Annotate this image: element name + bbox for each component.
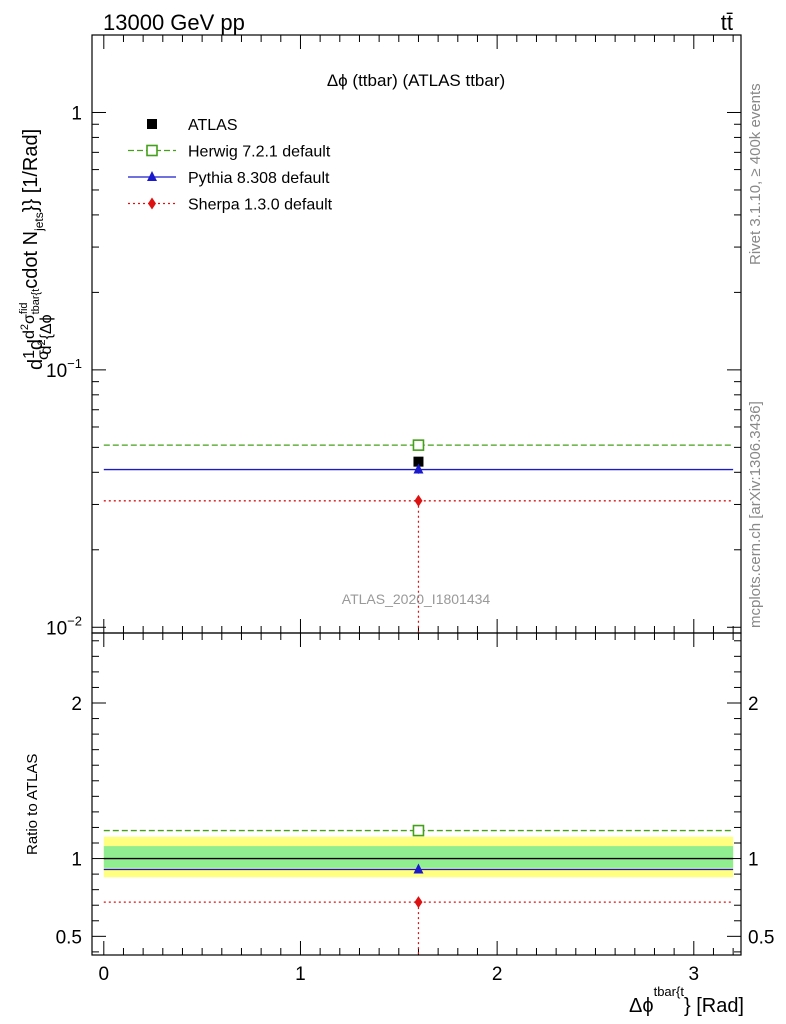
ylabel-unit: }} [1/Rad]: [20, 129, 42, 212]
legend: ATLAS Herwig 7.2.1 default Pythia 8.308 de…: [128, 117, 333, 214]
ylabel-cdot: cdot N: [20, 231, 42, 289]
legend-marker: [147, 119, 157, 129]
ratio-y-tick-label: 0.5: [56, 927, 82, 948]
main-axis-ticks: 1 10−1 10−2: [46, 34, 741, 639]
ratio-y-tick-label-right: 1: [748, 850, 759, 871]
x-tick-label: 0: [99, 964, 110, 985]
legend-label: ATLAS: [188, 117, 238, 134]
legend-label: Sherpa 1.3.0 default: [188, 197, 333, 214]
ylabel-fid: fid: [18, 302, 30, 314]
main-marker: [413, 456, 424, 467]
main-y-tick-label: 1: [71, 103, 82, 124]
ylabel-brace: {Δϕ: [38, 314, 55, 339]
ylabel-d3: d: [21, 330, 38, 339]
ratio-y-tick-label-right: 0.5: [748, 927, 774, 948]
ratio-y-tick-label: 1: [71, 850, 82, 871]
ratio-series-marks: [103, 824, 734, 955]
ylabel-sig2: σ: [21, 314, 38, 324]
ratio-marker: [412, 824, 425, 837]
main-marker: [412, 439, 425, 451]
ylabel-two-a: 2: [19, 324, 31, 330]
xlabel-rest: } [Rad]: [684, 995, 744, 1017]
legend-marker: [147, 171, 157, 181]
x-tick-label: 3: [689, 964, 700, 985]
rivet-label: Rivet 3.1.10, ≥ 400k events: [747, 83, 764, 265]
legend-label: Pythia 8.308 default: [188, 170, 330, 187]
ratio-panel-frame: [91, 632, 742, 956]
ratio-y-axis-label: Ratio to ATLAS: [24, 754, 41, 855]
ylabel-jets: jets: [32, 212, 46, 232]
legend-label: Herwig 7.2.1 default: [188, 144, 331, 161]
ylabel-two-b: 2: [36, 339, 48, 345]
x-tick-label: 1: [295, 964, 306, 985]
ratio-marker: [413, 863, 424, 874]
main-marker: [414, 494, 423, 507]
main-y-axis-label: d1σdd2σfidd2{Δϕtbar{tcdot Njets}} [1/Rad…: [18, 129, 55, 370]
legend-marker: [148, 197, 156, 210]
watermark: ATLAS_2020_I1801434: [342, 591, 491, 607]
main-title: Δϕ (ttbar) (ATLAS ttbar): [327, 71, 505, 90]
mcplots-label: mcplots.cern.ch [arXiv:1306.3436]: [747, 401, 764, 628]
ratio-band: [103, 846, 734, 868]
xlabel-sup: tbar{t: [654, 984, 685, 999]
main-marker: [413, 463, 424, 474]
ylabel-sigma: σ: [35, 350, 52, 360]
ylabel-d4: d: [38, 346, 55, 355]
ratio-marker: [414, 896, 423, 909]
process-label: tt̄: [721, 10, 733, 35]
ylabel-one: 1: [21, 350, 38, 359]
x-axis-label: Δϕtbar{t} [Rad]: [629, 984, 744, 1017]
ratio-y-tick-label: 2: [71, 694, 82, 715]
main-y-tick-label: 10−1: [46, 356, 82, 382]
ylabel-d2: d: [25, 339, 47, 350]
energy-label: 13000 GeV pp: [103, 10, 245, 35]
ylabel-tbar: tbar{t: [30, 289, 42, 315]
x-tick-label: 2: [492, 964, 503, 985]
ylabel-d1: d: [25, 359, 47, 370]
ratio-axis-ticks: 2 2 1 1 0.5 0.5 0 1 2 3: [56, 633, 774, 985]
svg-text:d1σdd2σfidd2{Δϕtbar{tcdot Njet: d1σdd2σfidd2{Δϕtbar{tcdot Njets}} [1/Rad…: [18, 129, 55, 370]
main-y-tick-label: 10−2: [46, 613, 82, 639]
ratio-y-tick-label-right: 2: [748, 694, 759, 715]
main-series-marks: [103, 439, 734, 633]
xlabel-main: Δϕ: [629, 995, 654, 1017]
legend-marker: [146, 144, 158, 157]
